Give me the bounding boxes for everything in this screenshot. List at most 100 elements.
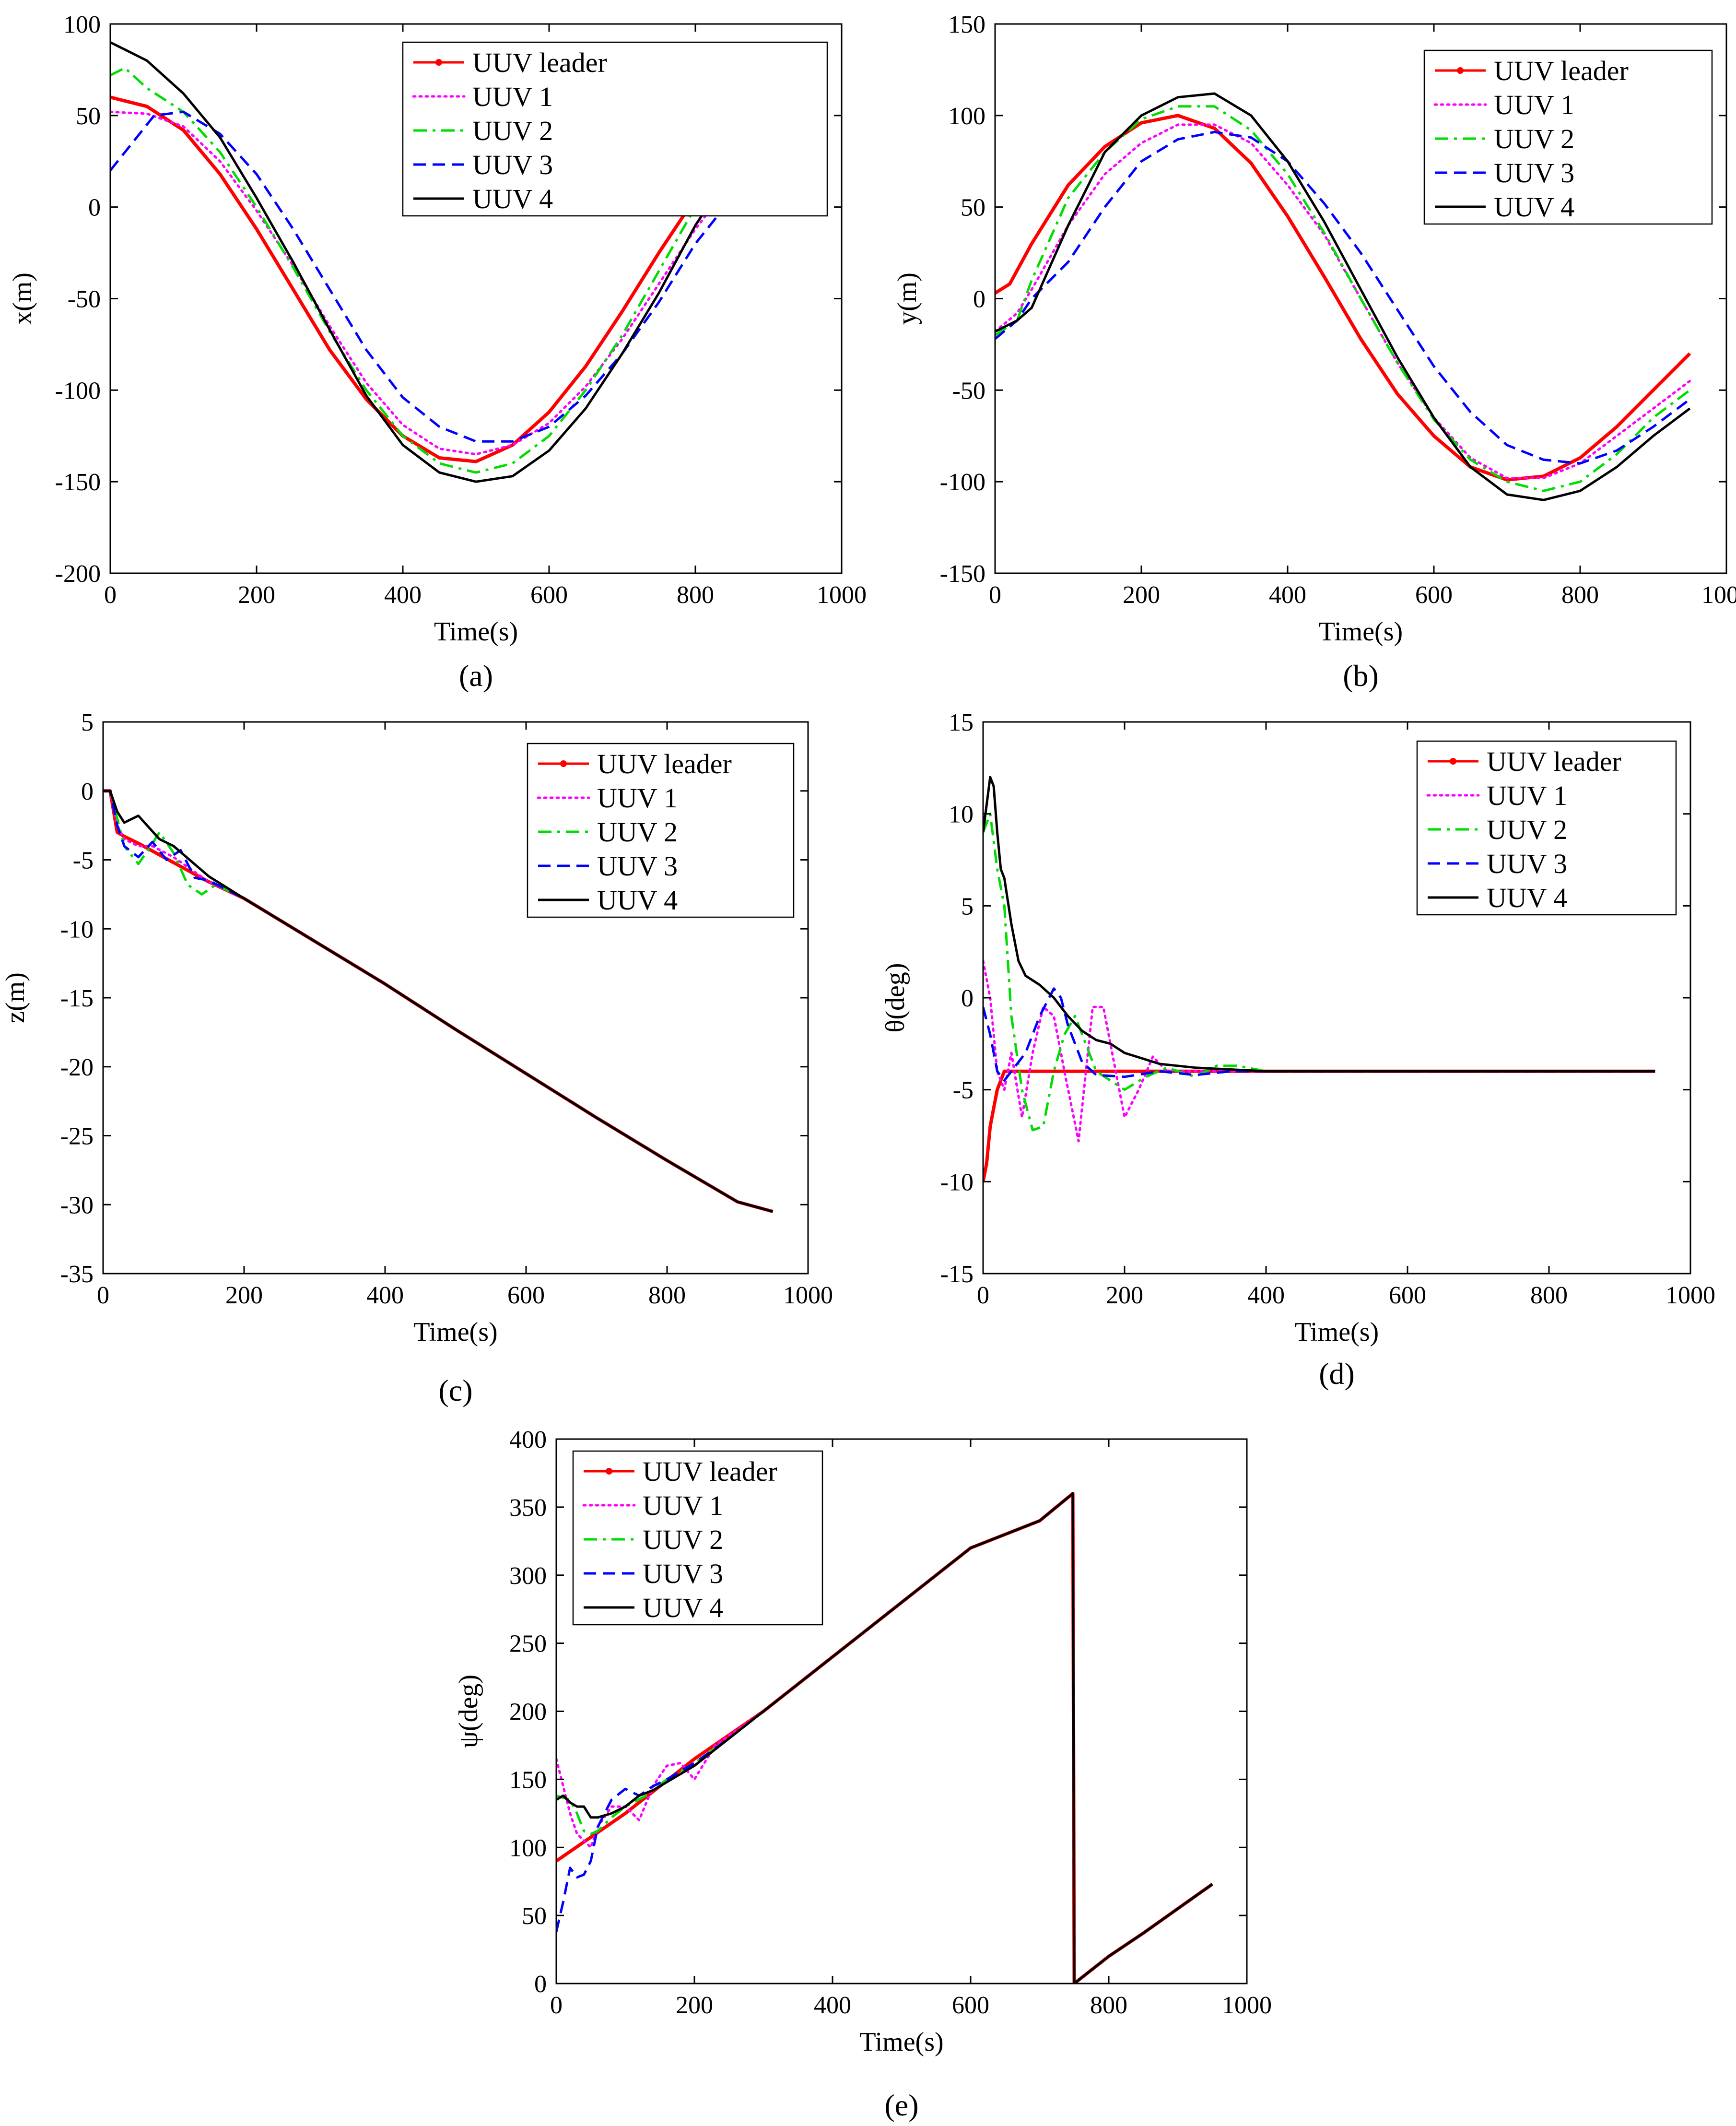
legend-entry-c-4: UUV 4 xyxy=(597,885,678,916)
y-tick-label-a-2: -100 xyxy=(55,377,101,404)
legend-entry-d-2: UUV 2 xyxy=(1487,814,1567,845)
x-tick-label-b-4: 800 xyxy=(1561,581,1599,609)
caption-b: (b) xyxy=(1343,659,1379,693)
y-tick-label-e-3: 150 xyxy=(509,1766,547,1794)
y-tick-label-c-2: -25 xyxy=(60,1123,94,1150)
legend-marker-e xyxy=(606,1468,612,1475)
legend-entry-a-1: UUV 1 xyxy=(472,81,553,112)
x-axis-label-b: Time(s) xyxy=(1319,617,1403,647)
chart-d: 0 200 400 600 800 1000 -15 -10 -5 0 5 10 15 Time(s) θ(… xyxy=(880,709,1715,1391)
y-axis-label-c: z(m) xyxy=(0,972,30,1023)
series-line-d-4 xyxy=(983,776,1655,1073)
x-tick-label-b-5: 1000 xyxy=(1701,581,1736,609)
x-tick-label-d-3: 600 xyxy=(1389,1282,1426,1309)
y-tick-label-c-4: -15 xyxy=(60,985,94,1012)
y-tick-label-b-6: 150 xyxy=(948,11,985,38)
legend-entry-b-3: UUV 3 xyxy=(1494,157,1574,189)
legend-box-d xyxy=(1416,740,1677,916)
x-tick-label-a-5: 1000 xyxy=(817,581,867,609)
legend-entry-b-2: UUV 2 xyxy=(1494,123,1574,154)
legend-entry-e-4: UUV 4 xyxy=(643,1592,723,1623)
legend-marker-b xyxy=(1457,67,1464,74)
y-tick-label-d-6: 15 xyxy=(949,709,974,736)
y-tick-label-b-5: 100 xyxy=(948,103,985,130)
caption-a: (a) xyxy=(459,659,493,693)
y-axis-label-d: θ(deg) xyxy=(880,963,910,1033)
y-tick-label-c-6: -5 xyxy=(73,847,94,874)
legend-entry-d-4: UUV 4 xyxy=(1487,882,1567,913)
series-line-d-0 xyxy=(983,1069,1655,1182)
x-tick-label-d-0: 0 xyxy=(977,1282,989,1309)
caption-c: (c) xyxy=(438,1373,472,1407)
y-axis-label-b: y(m) xyxy=(892,272,922,325)
x-tick-label-c-1: 200 xyxy=(225,1282,263,1309)
chart-c: 0 200 400 600 800 1000 -35 -30 -25 -20 -15 -10 -5 0 5 T… xyxy=(0,709,833,1407)
chart-b: 0 200 400 600 800 1000 -150 -100 -50 0 50 100 150 Tim… xyxy=(892,11,1736,693)
y-tick-label-e-8: 400 xyxy=(509,1426,547,1453)
legend-box-c xyxy=(527,743,795,918)
legend-entry-b-0: UUV leader xyxy=(1494,55,1629,86)
y-tick-label-a-3: -50 xyxy=(68,286,101,313)
x-tick-label-c-2: 400 xyxy=(366,1282,404,1309)
legend-entry-b-1: UUV 1 xyxy=(1494,89,1574,120)
series-line-e-4 xyxy=(556,1492,1213,1984)
y-tick-label-c-7: 0 xyxy=(81,778,94,805)
chart-a: 0 200 400 600 800 1000 -200 -150 -100 -50 0 50 100 Ti… xyxy=(8,11,867,693)
legend-entry-a-3: UUV 3 xyxy=(472,149,553,180)
x-tick-label-b-2: 400 xyxy=(1269,581,1306,609)
x-tick-label-e-4: 800 xyxy=(1090,1992,1127,2019)
series-line-a-3 xyxy=(110,110,806,443)
legend-entry-c-2: UUV 2 xyxy=(597,816,678,848)
caption-e: (e) xyxy=(884,2088,918,2122)
y-tick-label-c-3: -20 xyxy=(60,1054,94,1081)
legend-entry-c-3: UUV 3 xyxy=(597,850,678,882)
x-tick-label-a-4: 800 xyxy=(677,581,714,609)
legend-box-b xyxy=(1423,49,1713,225)
y-tick-label-b-3: 0 xyxy=(973,286,985,313)
legend-entry-c-1: UUV 1 xyxy=(597,782,678,814)
x-tick-label-b-1: 200 xyxy=(1123,581,1160,609)
x-tick-label-b-3: 600 xyxy=(1415,581,1453,609)
x-tick-label-d-1: 200 xyxy=(1106,1282,1143,1309)
x-axis-label-a: Time(s) xyxy=(434,617,518,647)
legend-entry-d-0: UUV leader xyxy=(1487,746,1621,777)
series-line-a-2 xyxy=(110,67,806,474)
y-tick-label-d-0: -15 xyxy=(940,1261,974,1288)
x-tick-label-d-5: 1000 xyxy=(1666,1282,1715,1309)
y-tick-label-d-1: -10 xyxy=(940,1169,974,1196)
y-tick-label-a-5: 50 xyxy=(76,103,101,130)
legend-marker-a xyxy=(435,59,442,66)
y-tick-label-e-2: 100 xyxy=(509,1834,547,1862)
y-tick-label-c-5: -10 xyxy=(60,916,94,943)
y-tick-label-a-4: 0 xyxy=(88,194,101,222)
legend-entry-d-1: UUV 1 xyxy=(1487,780,1567,811)
y-axis-label-a: x(m) xyxy=(8,272,37,325)
x-tick-label-d-2: 400 xyxy=(1247,1282,1285,1309)
series-line-b-3 xyxy=(995,130,1691,465)
y-tick-label-e-4: 200 xyxy=(509,1699,547,1726)
y-tick-label-b-0: -150 xyxy=(940,560,985,588)
y-tick-label-a-1: -150 xyxy=(55,469,101,496)
x-tick-label-a-0: 0 xyxy=(104,581,117,609)
x-tick-label-e-5: 1000 xyxy=(1222,1992,1272,2019)
x-axis-label-d: Time(s) xyxy=(1295,1317,1379,1347)
x-axis-label-e: Time(s) xyxy=(859,2027,943,2057)
y-tick-label-b-2: -50 xyxy=(952,377,985,404)
series-line-b-4 xyxy=(995,92,1691,501)
x-tick-label-e-2: 400 xyxy=(814,1992,851,2019)
legend-entry-d-3: UUV 3 xyxy=(1487,848,1567,879)
legend-box-e xyxy=(572,1450,823,1626)
x-tick-label-e-1: 200 xyxy=(676,1992,713,2019)
legend-entry-b-4: UUV 4 xyxy=(1494,191,1574,223)
y-tick-label-d-4: 5 xyxy=(961,893,974,920)
y-tick-label-e-0: 0 xyxy=(534,1971,547,1998)
legend-entry-a-2: UUV 2 xyxy=(472,115,553,146)
legend-entry-c-0: UUV leader xyxy=(597,748,732,780)
y-tick-label-a-6: 100 xyxy=(63,11,101,38)
y-tick-label-d-3: 0 xyxy=(961,985,974,1012)
legend-marker-c xyxy=(560,760,567,767)
y-tick-label-e-7: 350 xyxy=(509,1494,547,1522)
series-line-b-0 xyxy=(995,114,1691,482)
y-tick-label-c-1: -30 xyxy=(60,1192,94,1219)
